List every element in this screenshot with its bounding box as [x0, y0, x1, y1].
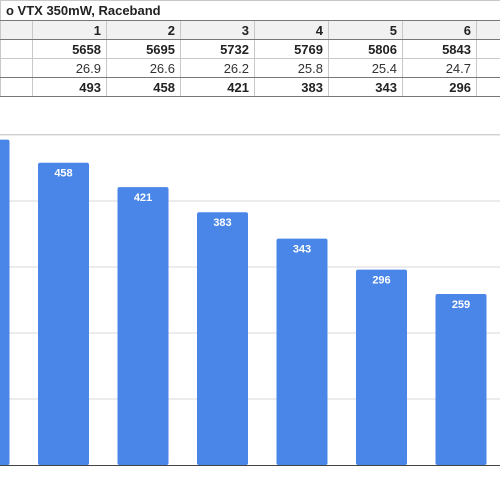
channel-cell[interactable]: 3 [180, 20, 255, 40]
cell-blank[interactable] [0, 20, 33, 40]
bar-2[interactable] [38, 162, 89, 465]
bar-3[interactable] [117, 187, 169, 465]
cell-blank[interactable] [475, 39, 500, 59]
table-title[interactable]: o VTX 350mW, Raceband [0, 0, 500, 21]
channel-cell[interactable]: 6 [402, 20, 477, 40]
frequency-cell[interactable]: 5843 [402, 39, 477, 59]
bar-7[interactable] [435, 294, 487, 465]
cell-blank[interactable] [0, 58, 33, 78]
chart-frame[interactable]: 458 421 383 343 296 259 [0, 134, 500, 493]
table-title-row: o VTX 350mW, Raceband [0, 0, 500, 21]
value-cell[interactable]: 421 [180, 77, 255, 97]
measurement-row: 26.9 26.6 26.2 25.8 25.4 24.7 [0, 58, 500, 78]
data-label: 259 [452, 299, 470, 311]
bar-chart[interactable]: 458 421 383 343 296 259 [0, 135, 500, 493]
frequency-cell[interactable]: 5806 [328, 39, 403, 59]
value-cell[interactable]: 458 [106, 77, 181, 97]
frequency-cell[interactable]: 5658 [32, 39, 107, 59]
cell-blank[interactable] [0, 39, 33, 59]
bar-6[interactable] [356, 269, 407, 465]
value-cell[interactable]: 493 [32, 77, 107, 97]
bar-4[interactable] [197, 212, 248, 465]
value-cell[interactable]: 343 [328, 77, 403, 97]
bar-1[interactable] [0, 139, 10, 465]
frequency-cell[interactable]: 5695 [106, 39, 181, 59]
channel-cell[interactable]: 4 [254, 20, 329, 40]
measurement-cell[interactable]: 25.4 [328, 58, 403, 78]
sheet-gap [0, 114, 500, 134]
channel-cell[interactable]: 5 [328, 20, 403, 40]
data-label: 296 [372, 275, 390, 287]
cell-blank[interactable] [475, 77, 500, 97]
value-cell[interactable]: 383 [254, 77, 329, 97]
measurement-cell[interactable]: 26.9 [32, 58, 107, 78]
cell-blank[interactable] [475, 58, 500, 78]
measurement-cell[interactable]: 25.8 [254, 58, 329, 78]
frequency-row: 5658 5695 5732 5769 5806 5843 [0, 39, 500, 59]
data-label: 458 [54, 168, 72, 180]
channel-cell[interactable]: 1 [32, 20, 107, 40]
value-cell[interactable]: 296 [402, 77, 477, 97]
measurement-cell[interactable]: 24.7 [402, 58, 477, 78]
channel-row: 1 2 3 4 5 6 [0, 20, 500, 40]
value-row: 493 458 421 383 343 296 [0, 77, 500, 97]
measurement-cell[interactable]: 26.2 [180, 58, 255, 78]
data-label: 383 [213, 217, 231, 229]
frequency-cell[interactable]: 5769 [254, 39, 329, 59]
cell-blank[interactable] [475, 20, 500, 40]
bar-5[interactable] [276, 238, 328, 465]
data-table: o VTX 350mW, Raceband 1 2 3 4 5 6 5658 5… [0, 0, 500, 97]
data-label: 421 [134, 192, 152, 204]
cell-blank[interactable] [0, 77, 33, 97]
measurement-cell[interactable]: 26.6 [106, 58, 181, 78]
channel-cell[interactable]: 2 [106, 20, 181, 40]
data-label: 343 [293, 244, 311, 256]
frequency-cell[interactable]: 5732 [180, 39, 255, 59]
